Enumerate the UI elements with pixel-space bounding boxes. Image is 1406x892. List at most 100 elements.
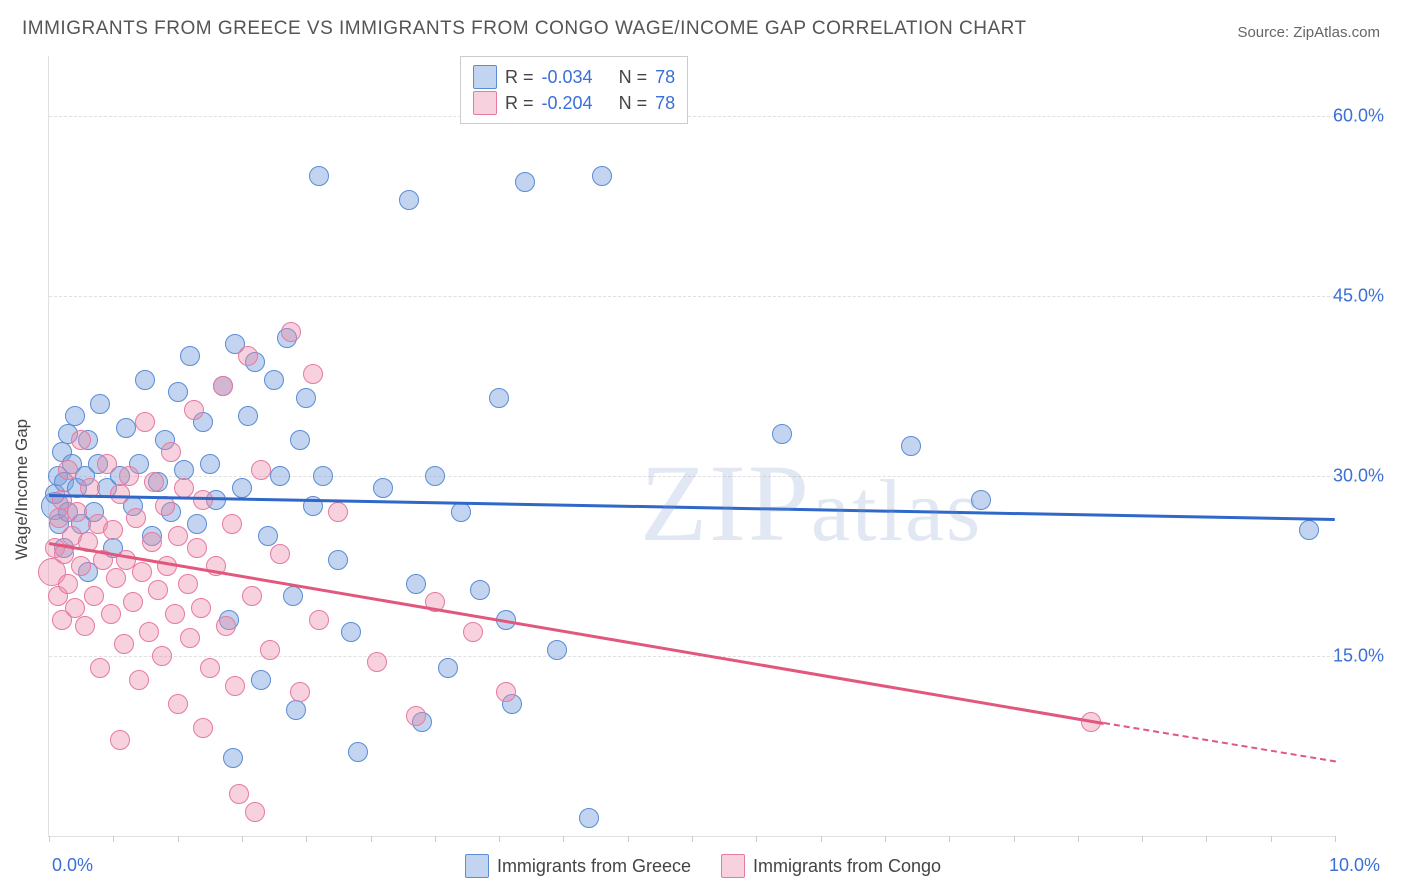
- scatter-point: [200, 454, 220, 474]
- scatter-point: [470, 580, 490, 600]
- scatter-point: [592, 166, 612, 186]
- legend-row: R = -0.204 N = 78: [473, 91, 675, 115]
- legend-label: Immigrants from Congo: [753, 856, 941, 877]
- scatter-point: [242, 586, 262, 606]
- scatter-point: [425, 466, 445, 486]
- scatter-point: [303, 364, 323, 384]
- x-tick-mark: [49, 836, 50, 842]
- y-tick-label: 30.0%: [1333, 466, 1384, 487]
- scatter-point: [286, 700, 306, 720]
- scatter-point: [348, 742, 368, 762]
- x-tick-mark: [113, 836, 114, 842]
- scatter-point: [328, 502, 348, 522]
- scatter-point: [216, 616, 236, 636]
- scatter-point: [114, 634, 134, 654]
- scatter-point: [90, 658, 110, 678]
- scatter-point: [180, 346, 200, 366]
- scatter-point: [142, 532, 162, 552]
- x-tick-mark: [563, 836, 564, 842]
- x-tick-mark: [178, 836, 179, 842]
- legend-label: Immigrants from Greece: [497, 856, 691, 877]
- scatter-point: [178, 574, 198, 594]
- y-axis-label: Wage/Income Gap: [12, 419, 32, 560]
- n-label: N =: [619, 93, 648, 114]
- scatter-point: [281, 322, 301, 342]
- scatter-point: [148, 580, 168, 600]
- scatter-point: [223, 748, 243, 768]
- scatter-point: [180, 628, 200, 648]
- scatter-point: [251, 460, 271, 480]
- scatter-point: [49, 508, 69, 528]
- scatter-point: [251, 670, 271, 690]
- scatter-point: [71, 556, 91, 576]
- scatter-point: [270, 544, 290, 564]
- scatter-point: [489, 388, 509, 408]
- x-tick-mark: [1335, 836, 1336, 842]
- scatter-point: [135, 412, 155, 432]
- gridline: [49, 116, 1335, 117]
- scatter-point: [225, 676, 245, 696]
- scatter-point: [187, 514, 207, 534]
- scatter-point: [168, 526, 188, 546]
- x-tick-label: 10.0%: [1329, 855, 1380, 876]
- scatter-point: [200, 658, 220, 678]
- scatter-point: [58, 574, 78, 594]
- scatter-point: [116, 418, 136, 438]
- scatter-point: [65, 406, 85, 426]
- x-tick-mark: [1206, 836, 1207, 842]
- scatter-point: [309, 610, 329, 630]
- scatter-point: [135, 370, 155, 390]
- scatter-point: [367, 652, 387, 672]
- scatter-point: [579, 808, 599, 828]
- gridline: [49, 476, 1335, 477]
- scatter-point: [161, 442, 181, 462]
- legend-series: Immigrants from Greece Immigrants from C…: [0, 854, 1406, 878]
- scatter-point: [84, 586, 104, 606]
- gridline: [49, 656, 1335, 657]
- scatter-point: [101, 604, 121, 624]
- scatter-point: [174, 460, 194, 480]
- scatter-point: [406, 574, 426, 594]
- scatter-point: [260, 640, 280, 660]
- x-tick-mark: [821, 836, 822, 842]
- x-tick-mark: [306, 836, 307, 842]
- scatter-point: [75, 616, 95, 636]
- scatter-point: [399, 190, 419, 210]
- scatter-point: [772, 424, 792, 444]
- scatter-point: [67, 502, 87, 522]
- legend-correlation: R = -0.034 N = 78 R = -0.204 N = 78: [460, 56, 688, 124]
- scatter-point: [139, 622, 159, 642]
- scatter-point: [515, 172, 535, 192]
- scatter-point: [174, 478, 194, 498]
- r-label: R =: [505, 93, 534, 114]
- scatter-point: [110, 730, 130, 750]
- trend-line: [49, 494, 1335, 521]
- x-tick-mark: [949, 836, 950, 842]
- scatter-point: [406, 706, 426, 726]
- scatter-point: [187, 538, 207, 558]
- source-label: Source: ZipAtlas.com: [1237, 24, 1380, 41]
- scatter-point: [90, 394, 110, 414]
- x-tick-mark: [1271, 836, 1272, 842]
- x-tick-mark: [692, 836, 693, 842]
- scatter-point: [165, 604, 185, 624]
- scatter-point: [229, 784, 249, 804]
- scatter-point: [123, 592, 143, 612]
- trend-line-extrapolated: [1103, 722, 1335, 762]
- n-value: 78: [655, 93, 675, 114]
- scatter-point: [232, 478, 252, 498]
- scatter-point: [1299, 520, 1319, 540]
- scatter-point: [152, 646, 172, 666]
- legend-swatch: [721, 854, 745, 878]
- scatter-point: [58, 460, 78, 480]
- scatter-point: [971, 490, 991, 510]
- scatter-point: [119, 466, 139, 486]
- scatter-point: [438, 658, 458, 678]
- scatter-point: [71, 430, 91, 450]
- scatter-point: [296, 388, 316, 408]
- x-tick-mark: [1014, 836, 1015, 842]
- scatter-point: [213, 376, 233, 396]
- r-label: R =: [505, 67, 534, 88]
- scatter-point: [270, 466, 290, 486]
- scatter-point: [451, 502, 471, 522]
